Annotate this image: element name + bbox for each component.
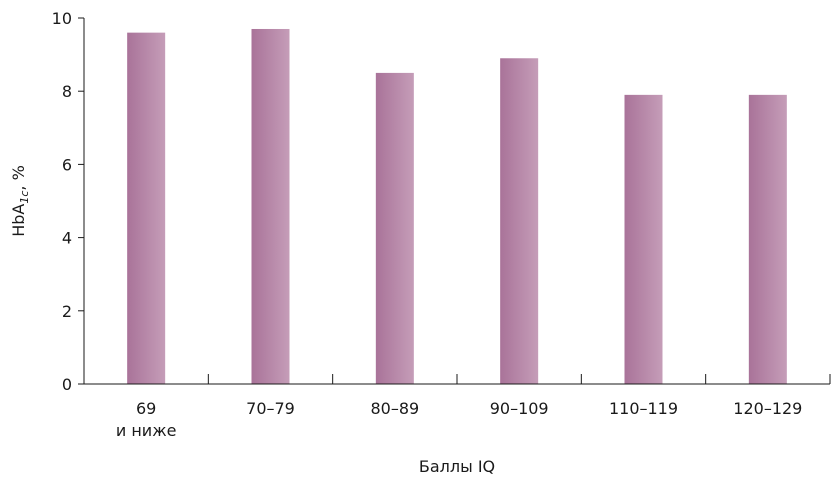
- y-tick-label-2: 4: [62, 229, 72, 248]
- y-axis-title-subscript: 1c: [18, 191, 31, 204]
- bars-group: [127, 28, 787, 385]
- y-tick-label-0: 0: [62, 375, 72, 394]
- y-tick-label-3: 6: [62, 155, 72, 174]
- y-axis-title: HbA1c, %: [9, 165, 31, 237]
- bar-2: [375, 72, 414, 385]
- bar-5: [748, 94, 787, 385]
- y-axis-title-main: HbA: [9, 204, 28, 237]
- x-tick-label-4: 110–119: [609, 399, 678, 418]
- x-axis-title: Баллы IQ: [419, 457, 495, 476]
- bar-0: [127, 32, 166, 384]
- y-axis-title-suffix: , %: [9, 165, 28, 190]
- bar-4: [624, 94, 663, 385]
- x-tick-label-3: 90–109: [490, 399, 549, 418]
- y-tick-label-4: 8: [62, 82, 72, 101]
- x-tick-label-1: 70–79: [246, 399, 295, 418]
- x-tick-label-5: 120–129: [733, 399, 802, 418]
- x-tick-label-2: 80–89: [370, 399, 419, 418]
- y-ticks-group: 0 2 4 6 8 10: [52, 9, 84, 394]
- x-tick-label-0: 69 и ниже: [116, 399, 177, 440]
- y-tick-label-5: 10: [52, 9, 72, 28]
- y-tick-label-1: 2: [62, 302, 72, 321]
- bar-1: [251, 28, 290, 384]
- x-ticks-group: 69 и ниже 70–79 80–89 90–109 110–119 120–129: [116, 374, 831, 440]
- bar-3: [500, 58, 539, 384]
